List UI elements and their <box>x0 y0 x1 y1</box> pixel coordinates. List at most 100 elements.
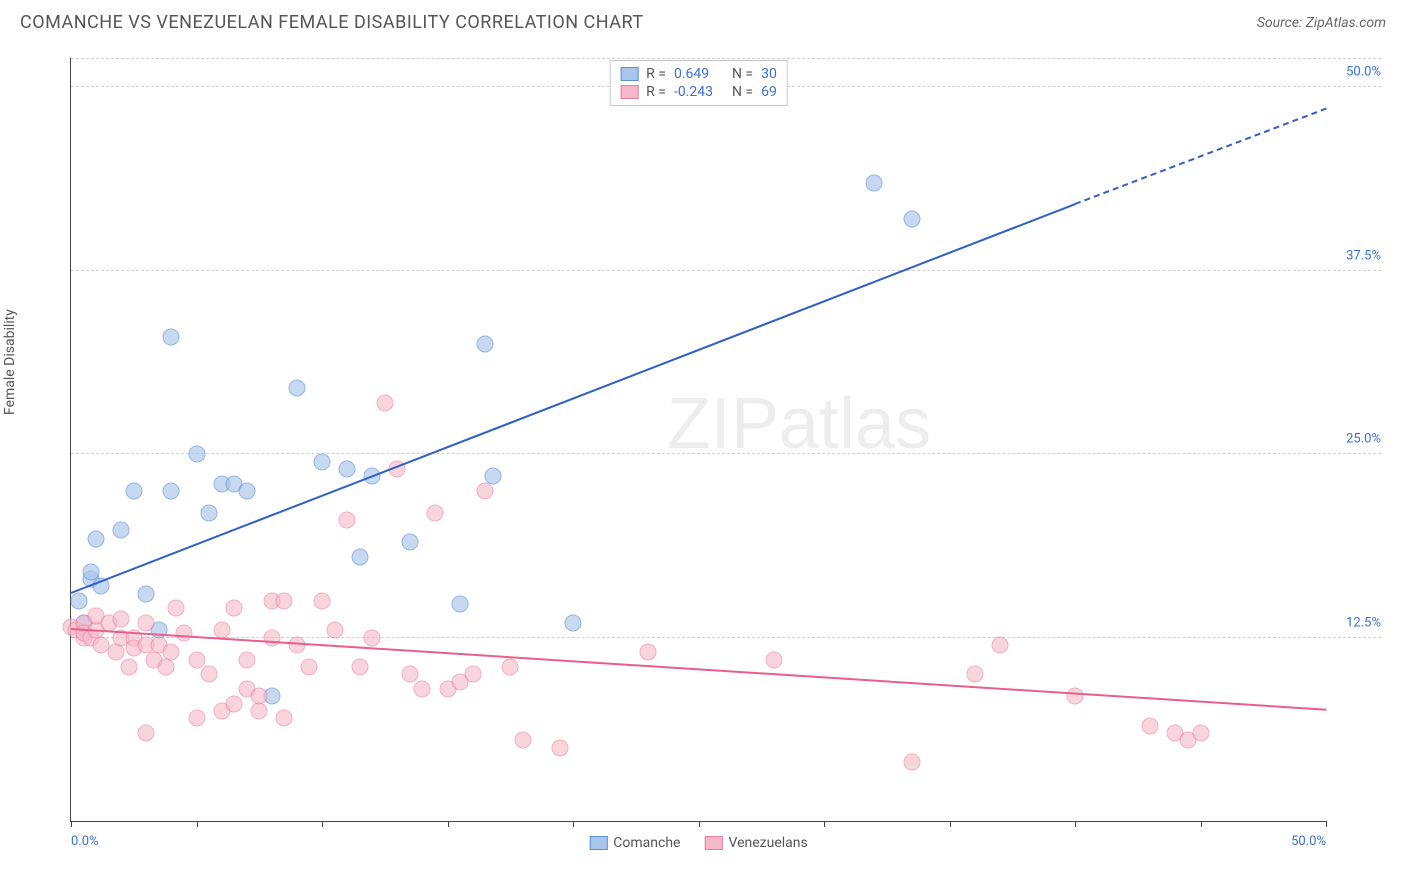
data-point <box>226 695 243 712</box>
data-point <box>163 644 180 661</box>
data-point <box>464 666 481 683</box>
legend-label: Venezuelans <box>728 835 807 851</box>
stats-r-label: R = <box>646 66 666 82</box>
chart-source: Source: ZipAtlas.com <box>1257 15 1386 31</box>
chart-container: Female Disability ZIPatlas R =0.649N =30… <box>20 48 1386 872</box>
chart-title: COMANCHE VS VENEZUELAN FEMALE DISABILITY… <box>20 12 644 33</box>
x-tick <box>1326 821 1327 827</box>
stats-legend-row: R =0.649N =30 <box>620 65 777 83</box>
x-tick <box>699 821 700 827</box>
data-point <box>288 380 305 397</box>
legend-item: Comanche <box>589 835 680 851</box>
data-point <box>188 710 205 727</box>
plot-area: ZIPatlas R =0.649N =30R =-0.243N =69 Com… <box>70 58 1326 822</box>
stats-legend-row: R = -0.243 N = 69 <box>620 83 777 101</box>
legend-swatch <box>620 85 638 99</box>
x-tick <box>197 821 198 827</box>
y-tick-label: 25.0% <box>1331 432 1381 447</box>
data-point <box>70 592 87 609</box>
data-point <box>138 614 155 631</box>
data-point <box>125 482 142 499</box>
chart-header: COMANCHE VS VENEZUELAN FEMALE DISABILITY… <box>0 0 1406 41</box>
data-point <box>188 446 205 463</box>
stats-n-value: 69 <box>761 84 777 100</box>
data-point <box>339 460 356 477</box>
stats-r-value: 0.649 <box>674 66 724 82</box>
data-point <box>238 482 255 499</box>
data-point <box>138 585 155 602</box>
data-point <box>158 658 175 675</box>
data-point <box>314 592 331 609</box>
data-point <box>477 336 494 353</box>
data-point <box>364 629 381 646</box>
x-tick <box>824 821 825 827</box>
legend-label: Comanche <box>613 835 680 851</box>
x-tick <box>322 821 323 827</box>
data-point <box>514 732 531 749</box>
data-point <box>314 453 331 470</box>
data-point <box>351 658 368 675</box>
x-tick <box>71 821 72 827</box>
data-point <box>263 629 280 646</box>
data-point <box>565 614 582 631</box>
data-point <box>301 658 318 675</box>
data-point <box>276 592 293 609</box>
stats-n-label: N = <box>732 66 753 82</box>
stats-n-label: N = <box>732 84 753 100</box>
data-point <box>552 739 569 756</box>
data-point <box>414 680 431 697</box>
stats-r-label: R = <box>646 84 666 100</box>
data-point <box>426 504 443 521</box>
stats-r-value: -0.243 <box>674 84 724 100</box>
x-tick <box>1201 821 1202 827</box>
gridline <box>71 270 1381 271</box>
legend-swatch <box>704 836 722 850</box>
data-point <box>201 666 218 683</box>
y-axis-label: Female Disability <box>2 309 18 415</box>
data-point <box>120 658 137 675</box>
gridline <box>71 58 1381 59</box>
data-point <box>339 512 356 529</box>
data-point <box>113 610 130 627</box>
data-point <box>477 482 494 499</box>
data-point <box>226 600 243 617</box>
data-point <box>276 710 293 727</box>
data-point <box>88 531 105 548</box>
data-point <box>351 548 368 565</box>
data-point <box>866 174 883 191</box>
data-point <box>640 644 657 661</box>
series-legend: Comanche Venezuelans <box>589 835 807 851</box>
regression-line-extrapolated <box>1075 107 1327 204</box>
y-tick-label: 50.0% <box>1331 65 1381 80</box>
data-point <box>903 211 920 228</box>
data-point <box>188 651 205 668</box>
data-point <box>108 644 125 661</box>
x-tick <box>448 821 449 827</box>
data-point <box>113 522 130 539</box>
data-point <box>401 534 418 551</box>
data-point <box>201 504 218 521</box>
data-point <box>502 658 519 675</box>
y-tick-label: 37.5% <box>1331 248 1381 263</box>
data-point <box>175 625 192 642</box>
data-point <box>376 394 393 411</box>
data-point <box>326 622 343 639</box>
data-point <box>903 754 920 771</box>
data-point <box>163 328 180 345</box>
data-point <box>401 666 418 683</box>
x-tick <box>1075 821 1076 827</box>
data-point <box>251 702 268 719</box>
x-tick <box>573 821 574 827</box>
data-point <box>138 724 155 741</box>
data-point <box>1192 724 1209 741</box>
x-tick-label: 0.0% <box>71 834 99 849</box>
data-point <box>163 482 180 499</box>
legend-item: Venezuelans <box>704 835 807 851</box>
data-point <box>991 636 1008 653</box>
x-tick-label: 50.0% <box>1291 834 1326 849</box>
data-point <box>452 595 469 612</box>
legend-swatch <box>620 67 638 81</box>
data-point <box>213 622 230 639</box>
data-point <box>1142 717 1159 734</box>
data-point <box>966 666 983 683</box>
